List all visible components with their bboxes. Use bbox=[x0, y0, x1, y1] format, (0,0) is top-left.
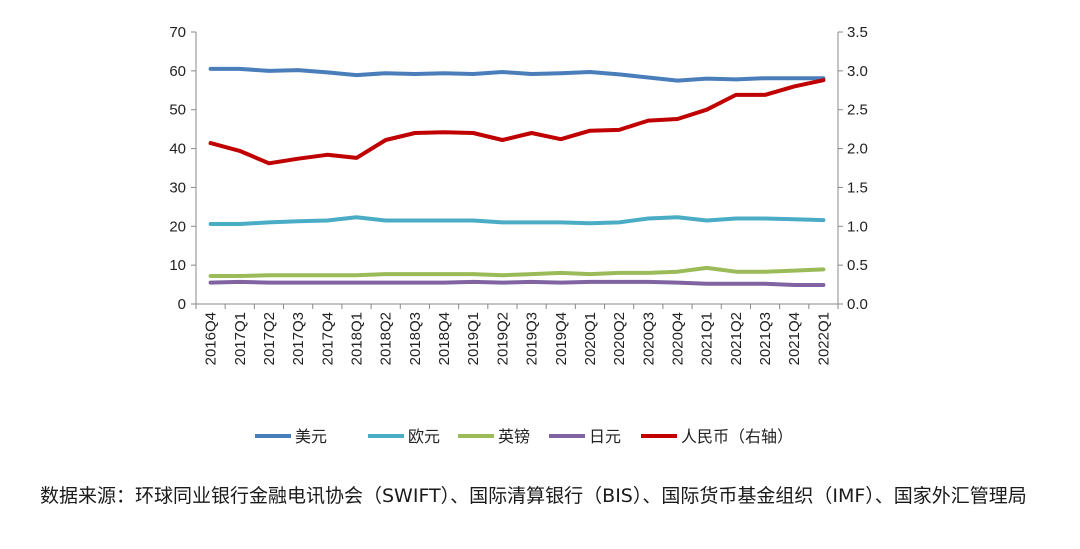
x-axis-tick-label: 2019Q4 bbox=[553, 312, 570, 365]
left-axis-tick-label: 40 bbox=[169, 141, 186, 158]
x-axis-tick-label: 2020Q4 bbox=[670, 312, 687, 365]
left-axis-tick-label: 10 bbox=[169, 257, 186, 274]
x-axis-tick-label: 2020Q3 bbox=[640, 312, 657, 365]
chart: 0 10 20 30 40 50 60 70 0.0 0.5 1.0 1.5 2.0 2.5 3.0 3.5 2… bbox=[169, 24, 868, 446]
x-axis-tick-label: 2020Q2 bbox=[611, 312, 628, 365]
series-line bbox=[208, 78, 826, 166]
x-axis-tick-label: 2017Q4 bbox=[319, 312, 336, 365]
left-axis-tick-label: 30 bbox=[169, 179, 186, 196]
right-axis-tick-label: 1.5 bbox=[847, 179, 868, 196]
x-axis-tick-label: 2019Q2 bbox=[494, 312, 511, 365]
series-line bbox=[208, 279, 826, 287]
series-line bbox=[208, 265, 826, 278]
left-axis-tick-label: 60 bbox=[169, 63, 186, 80]
x-axis-tick-label: 2017Q3 bbox=[290, 312, 307, 365]
left-axis-tick-label: 0 bbox=[178, 296, 186, 313]
x-axis-tick-label: 2021Q3 bbox=[757, 312, 774, 365]
left-axis-tick-label: 70 bbox=[169, 24, 186, 41]
x-axis-tick-label: 2021Q4 bbox=[786, 312, 803, 365]
chart-legend: 美元 欧元 英镑 日元 人民币（右轴） bbox=[255, 427, 793, 446]
series-line bbox=[208, 66, 826, 83]
source-note: 数据来源：环球同业银行金融电讯协会（SWIFT）、国际清算银行（BIS）、国际货… bbox=[40, 485, 1027, 507]
x-axis-tick-label: 2021Q2 bbox=[728, 312, 745, 365]
chart-series bbox=[208, 66, 826, 287]
x-axis-tick-label: 2022Q1 bbox=[815, 312, 832, 365]
right-axis-tick-label: 0.0 bbox=[847, 296, 868, 313]
right-axis-tick-label: 0.5 bbox=[847, 257, 868, 274]
right-axis-tick-label: 3.5 bbox=[847, 24, 868, 41]
legend-label: 日元 bbox=[589, 427, 621, 446]
x-axis-tick-label: 2018Q4 bbox=[436, 312, 453, 365]
chart-axes: 0 10 20 30 40 50 60 70 0.0 0.5 1.0 1.5 2.0 2.5 3.0 3.5 2… bbox=[169, 24, 868, 365]
x-axis-tick-label: 2020Q1 bbox=[582, 312, 599, 365]
x-axis-tick-label: 2021Q1 bbox=[699, 312, 716, 365]
x-axis-tick-label: 2018Q2 bbox=[378, 312, 395, 365]
x-axis-tick-label: 2018Q3 bbox=[407, 312, 424, 365]
right-axis-tick-label: 2.0 bbox=[847, 141, 868, 158]
legend-label: 欧元 bbox=[408, 427, 440, 446]
right-axis-tick-label: 3.0 bbox=[847, 63, 868, 80]
right-axis-tick-label: 2.5 bbox=[847, 102, 868, 119]
x-axis-tick-label: 2019Q3 bbox=[524, 312, 541, 365]
left-axis-tick-label: 20 bbox=[169, 218, 186, 235]
legend-label: 美元 bbox=[295, 427, 327, 446]
x-axis-tick-label: 2016Q4 bbox=[203, 312, 220, 365]
left-axis-tick-label: 50 bbox=[169, 102, 186, 119]
legend-label: 英镑 bbox=[498, 427, 530, 446]
legend-label: 人民币（右轴） bbox=[681, 427, 793, 446]
x-axis-tick-label: 2018Q1 bbox=[349, 312, 366, 365]
x-axis-tick-label: 2017Q2 bbox=[261, 312, 278, 365]
right-axis-tick-label: 1.0 bbox=[847, 218, 868, 235]
x-axis-tick-label: 2017Q1 bbox=[232, 312, 249, 365]
x-axis-tick-label: 2019Q1 bbox=[465, 312, 482, 365]
series-line bbox=[208, 215, 826, 226]
